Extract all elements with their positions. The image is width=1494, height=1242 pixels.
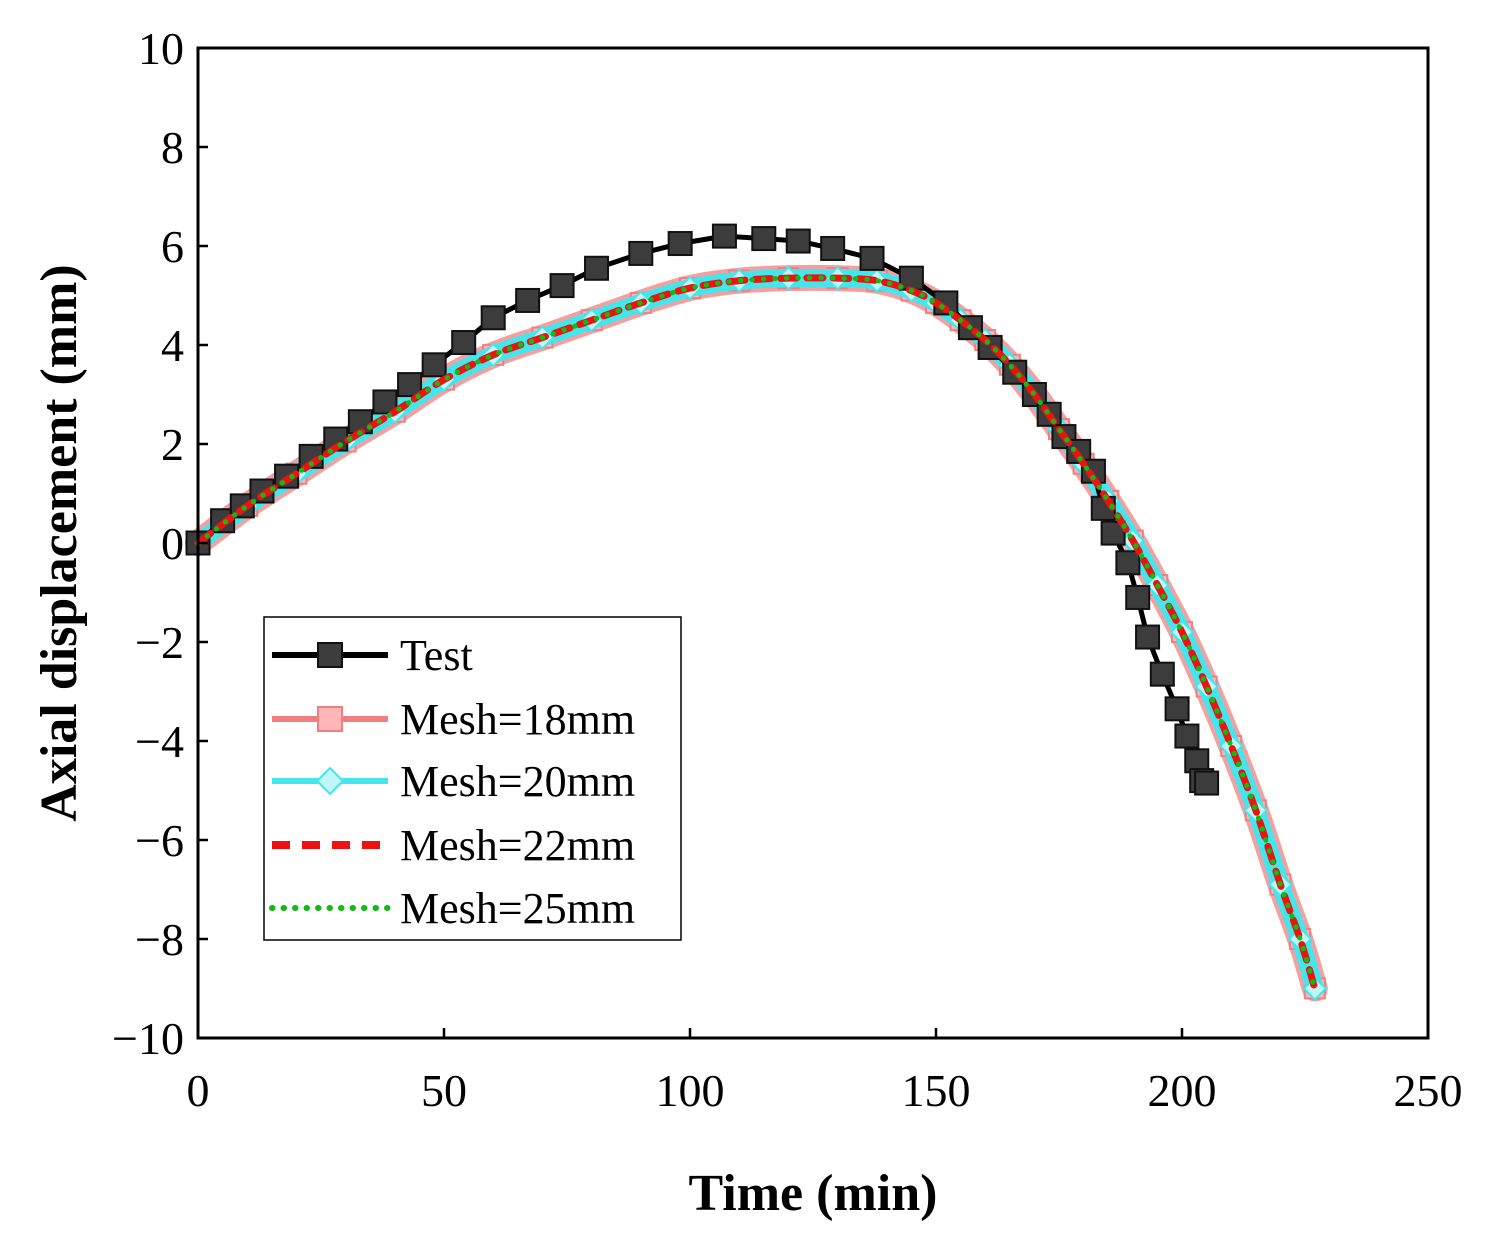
y-tick-label: −2: [135, 617, 184, 668]
legend-label-test: Test: [400, 631, 473, 680]
axis-ticks-group: 0 50 100 150 200 250 −10 −8 −6 −4 −2 0 2 4 6 8 10: [112, 23, 1462, 1116]
test-data-point: [421, 352, 447, 378]
y-axis-title: Axial displacement (mm): [31, 264, 88, 821]
legend-marker-test: [317, 642, 343, 668]
test-data-point: [1115, 550, 1141, 576]
test-data-point: [480, 305, 506, 331]
y-tick-label: 8: [161, 122, 184, 173]
x-tick-label: 200: [1148, 1065, 1217, 1116]
test-data-point: [1125, 584, 1151, 610]
test-data-point: [1194, 770, 1220, 796]
x-axis-title: Time (min): [689, 1165, 938, 1222]
test-data-point: [1100, 520, 1126, 546]
x-tick-label: 100: [656, 1065, 725, 1116]
plot-series-group: [185, 223, 1328, 1002]
legend-label-mesh-25mm: Mesh=25mm: [400, 884, 635, 933]
legend-entry-mesh-25mm: Mesh=25mm: [269, 884, 635, 933]
x-tick-label: 50: [421, 1065, 467, 1116]
legend-marker-mesh18: [317, 706, 343, 732]
legend-label-mesh-22mm: Mesh=22mm: [400, 821, 635, 870]
y-tick-label: −4: [135, 716, 184, 767]
legend-entry-mesh-22mm: Mesh=22mm: [272, 821, 635, 870]
test-data-point: [451, 330, 477, 356]
test-data-point: [1149, 661, 1175, 687]
test-data-point: [751, 226, 777, 252]
legend-entries: Test Mesh=18mm Mesh=20mm Mesh=22mm Mesh=25mm: [269, 631, 635, 933]
test-data-point: [515, 287, 541, 313]
test-data-point: [667, 231, 693, 257]
legend-entry-test: Test: [272, 631, 473, 680]
test-data-point: [628, 240, 654, 266]
test-data-point: [785, 228, 811, 254]
legend-label-mesh-20mm: Mesh=20mm: [400, 757, 635, 806]
legend-marker-mesh20: [315, 766, 345, 796]
y-tick-label: 0: [161, 518, 184, 569]
y-tick-label: 10: [138, 23, 184, 74]
series-line-mesh-22: [194, 274, 1319, 992]
test-data-point: [711, 223, 737, 249]
test-data-point: [372, 389, 398, 415]
legend: Test Mesh=18mm Mesh=20mm Mesh=22mm Mesh=25mm: [263, 616, 682, 941]
y-tick-label: −6: [135, 815, 184, 866]
y-tick-label: 6: [161, 221, 184, 272]
test-data-point: [820, 235, 846, 261]
y-tick-label: −10: [112, 1013, 184, 1064]
test-data-point: [1174, 723, 1200, 749]
series-mesh-22mm: [194, 274, 1319, 992]
legend-entry-mesh-18mm: Mesh=18mm: [272, 695, 635, 744]
mesh20-data-point: [1302, 976, 1328, 1001]
test-data-point: [397, 372, 423, 398]
y-tick-label: 2: [161, 419, 184, 470]
legend-entry-mesh-20mm: Mesh=20mm: [272, 757, 635, 806]
test-data-point: [859, 245, 885, 271]
x-tick-label: 250: [1394, 1065, 1463, 1116]
test-data-point: [549, 273, 575, 299]
test-data-point: [584, 255, 610, 281]
y-tick-label: 4: [161, 320, 184, 371]
test-data-point: [1164, 696, 1190, 722]
x-tick-label: 150: [902, 1065, 971, 1116]
y-tick-label: −8: [135, 914, 184, 965]
legend-label-mesh-18mm: Mesh=18mm: [400, 695, 635, 744]
test-data-point: [1135, 624, 1161, 650]
x-tick-label: 0: [187, 1065, 210, 1116]
